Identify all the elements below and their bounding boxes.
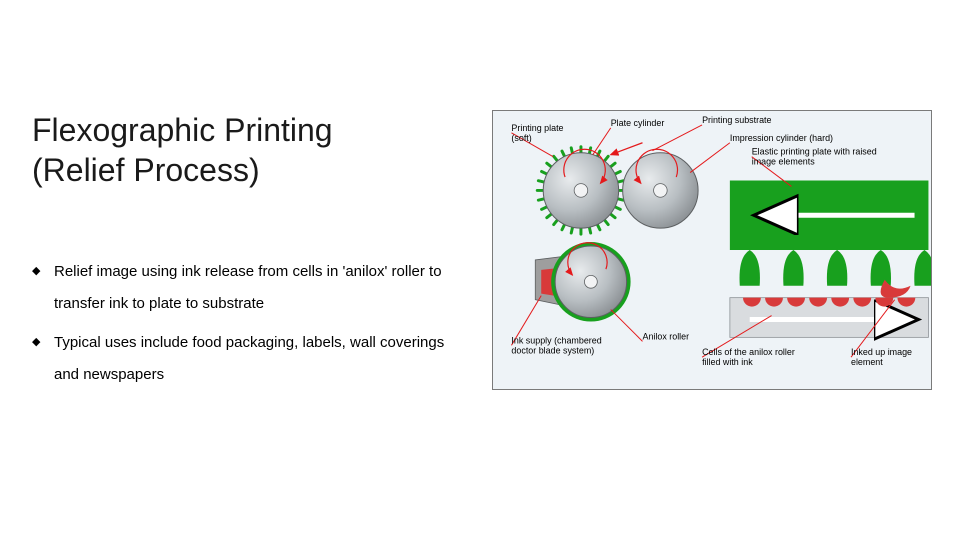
diagram-label: Ink supply (chambereddoctor blade system… (511, 335, 601, 355)
title-line-1: Flexographic Printing (32, 112, 333, 148)
slide-title: Flexographic Printing (Relief Process) (32, 110, 452, 190)
title-line-2: (Relief Process) (32, 152, 260, 188)
flexo-diagram: Printing plate(soft)Plate cylinderPrinti… (492, 110, 932, 390)
bullet-text: Typical uses include food packaging, lab… (54, 334, 444, 383)
diagram-label: Printing substrate (702, 115, 771, 125)
diagram-label: Anilox roller (643, 331, 690, 341)
diagram-label: Plate cylinder (611, 118, 665, 128)
bullet-list: Relief image using ink release from cell… (32, 256, 452, 398)
list-item: Relief image using ink release from cell… (32, 256, 452, 319)
diagram-svg: Printing plate(soft)Plate cylinderPrinti… (493, 111, 931, 389)
bullet-text: Relief image using ink release from cell… (54, 263, 442, 312)
list-item: Typical uses include food packaging, lab… (32, 327, 452, 390)
slide: Flexographic Printing (Relief Process) R… (0, 0, 960, 540)
diagram-label: Impression cylinder (hard) (730, 133, 833, 143)
